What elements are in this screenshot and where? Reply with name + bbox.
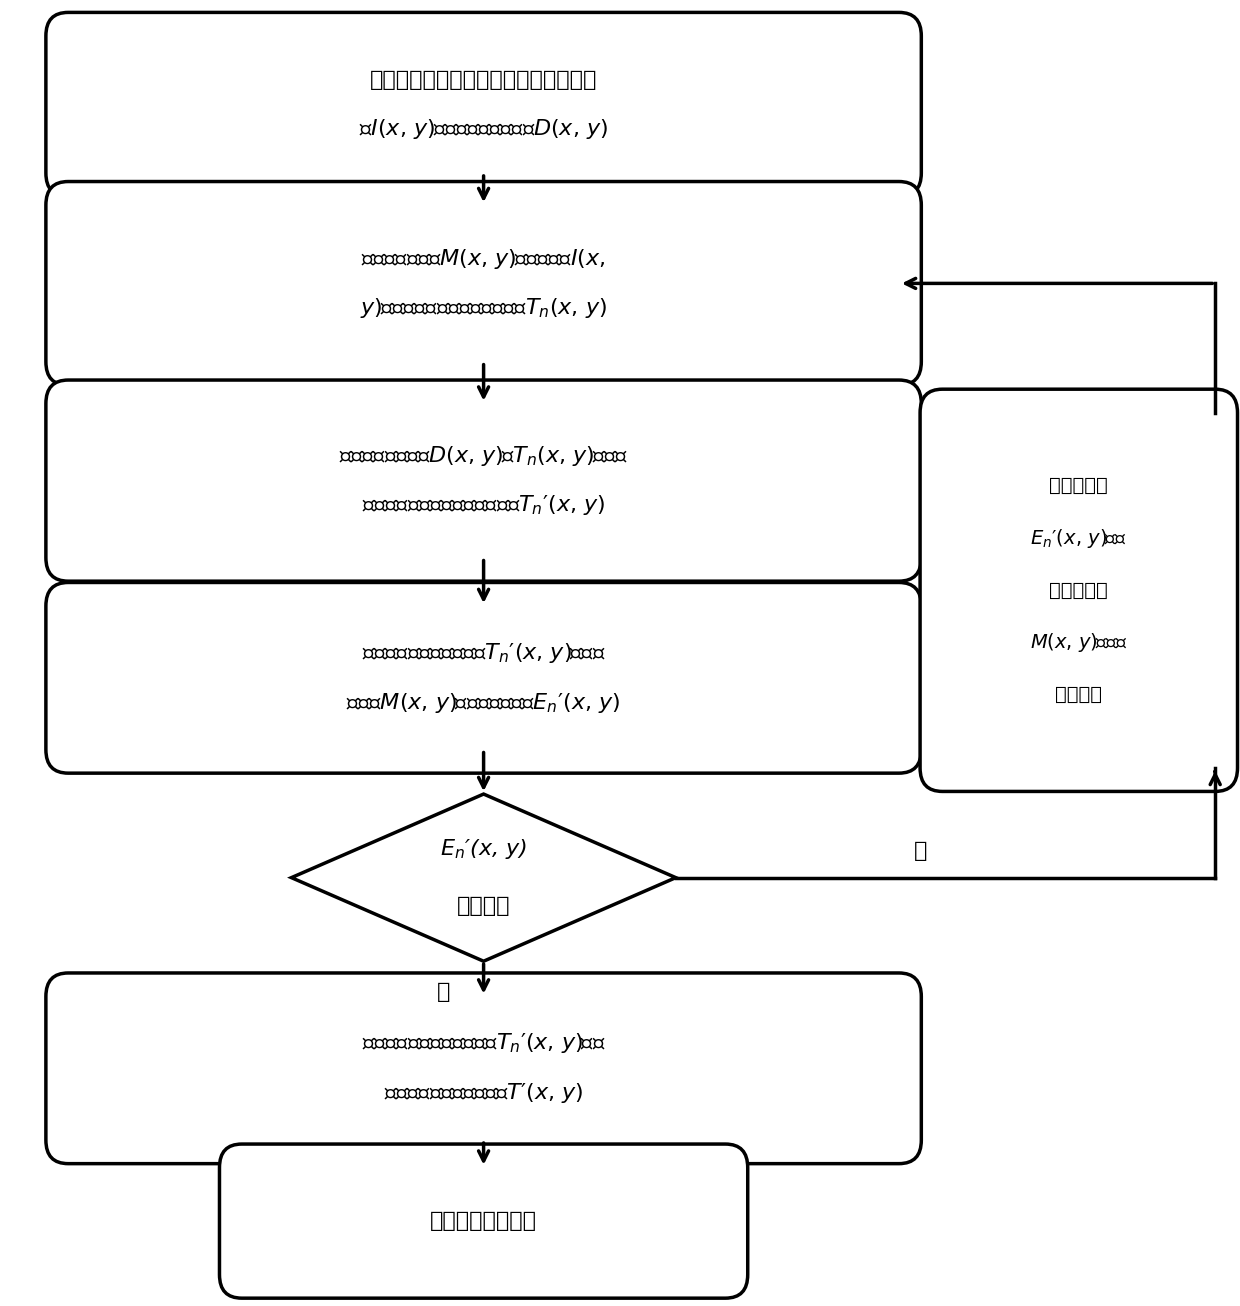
Polygon shape (291, 794, 676, 961)
FancyBboxPatch shape (46, 12, 921, 196)
Text: 根据待加工面形$M$($x$, $y$)和去除函数$I$($x$,: 根据待加工面形$M$($x$, $y$)和去除函数$I$($x$, (361, 247, 606, 270)
Text: 否: 否 (914, 841, 928, 861)
Text: 满足要求: 满足要求 (456, 896, 511, 917)
FancyBboxPatch shape (920, 389, 1238, 791)
Text: $E_n$′($x$, $y$): $E_n$′($x$, $y$) (440, 837, 527, 861)
Text: 工面形$M$($x$, $y$)，求解计算残差$E_n$′($x$, $y$): 工面形$M$($x$, $y$)，求解计算残差$E_n$′($x$, $y$) (346, 691, 621, 714)
Text: 进入实际加工环节: 进入实际加工环节 (430, 1211, 537, 1232)
Text: 由匀滑处理后的驻留时间$T_n$′($x$, $y$)和待加: 由匀滑处理后的驻留时间$T_n$′($x$, $y$)和待加 (362, 641, 605, 665)
FancyBboxPatch shape (46, 182, 921, 385)
Text: 得到匀滑后的总驻留时间$T$′($x$, $y$): 得到匀滑后的总驻留时间$T$′($x$, $y$) (384, 1081, 583, 1105)
Text: 把计算残差: 把计算残差 (1049, 477, 1109, 495)
Text: 迭代计算: 迭代计算 (1055, 686, 1102, 704)
Text: 根据加工所使用的机床和对应的去除函: 根据加工所使用的机床和对应的去除函 (370, 69, 598, 90)
FancyBboxPatch shape (46, 973, 921, 1164)
Text: 滑处理，得到匀滑后的驻留时间$T_n$′($x$, $y$): 滑处理，得到匀滑后的驻留时间$T_n$′($x$, $y$) (362, 494, 605, 517)
Text: $M$($x$, $y$)，进行: $M$($x$, $y$)，进行 (1030, 631, 1127, 654)
FancyBboxPatch shape (46, 582, 921, 773)
Text: 待加工面形: 待加工面形 (1049, 581, 1109, 599)
Text: 将每次计算得到的驻留时间$T_n$′($x$, $y$)累加: 将每次计算得到的驻留时间$T_n$′($x$, $y$)累加 (362, 1032, 605, 1055)
FancyBboxPatch shape (46, 380, 921, 581)
FancyBboxPatch shape (219, 1144, 748, 1298)
Text: 使用时间扩散模型$D$($x$, $y$)对$T_n$($x$, $y$)进行匀: 使用时间扩散模型$D$($x$, $y$)对$T_n$($x$, $y$)进行匀 (339, 444, 629, 468)
Text: $E_n$′($x$, $y$)作为: $E_n$′($x$, $y$)作为 (1030, 526, 1127, 550)
Text: 是: 是 (438, 982, 450, 1002)
Text: 数$I$($x$, $y$)，建立时间扩散模型$D$($x$, $y$): 数$I$($x$, $y$)，建立时间扩散模型$D$($x$, $y$) (360, 118, 608, 141)
Text: $y$)，通过单次迭代求解驻留时间$T_n$($x$, $y$): $y$)，通过单次迭代求解驻留时间$T_n$($x$, $y$) (360, 296, 608, 320)
